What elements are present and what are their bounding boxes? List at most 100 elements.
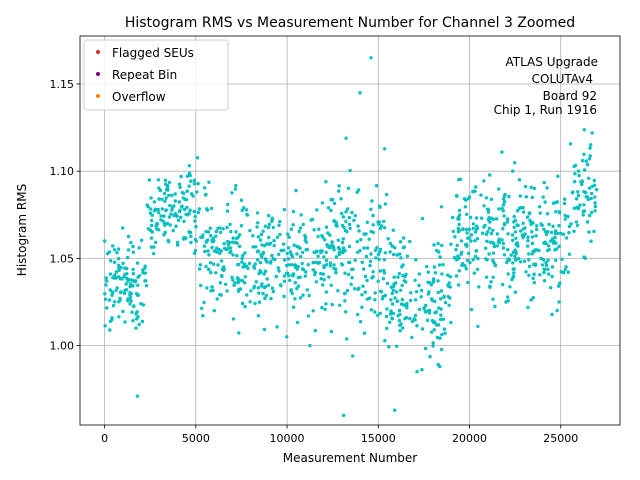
- data-point: [496, 240, 501, 244]
- data-point: [282, 207, 287, 212]
- data-point: [105, 306, 109, 310]
- data-point: [408, 316, 412, 321]
- data-point: [547, 222, 551, 227]
- data-point: [103, 324, 107, 328]
- y-tick-label: 1.15: [50, 78, 75, 91]
- data-point: [576, 206, 580, 211]
- data-point: [415, 324, 419, 328]
- data-point: [193, 237, 197, 242]
- data-point: [484, 246, 488, 250]
- data-point: [377, 220, 381, 224]
- data-point: [124, 282, 128, 286]
- data-point: [593, 195, 597, 199]
- data-point: [279, 283, 283, 288]
- data-point: [459, 239, 464, 243]
- data-point: [532, 280, 536, 285]
- data-point: [193, 214, 197, 219]
- data-point: [391, 311, 396, 316]
- data-point: [402, 279, 406, 283]
- data-point: [115, 251, 119, 255]
- data-point: [506, 299, 510, 303]
- data-point: [202, 244, 207, 248]
- data-point: [474, 216, 479, 220]
- data-point: [277, 223, 281, 227]
- data-point: [543, 200, 547, 204]
- data-point: [179, 215, 183, 219]
- data-point: [209, 289, 213, 293]
- data-point: [150, 213, 154, 217]
- data-point: [126, 279, 130, 283]
- data-point: [425, 264, 429, 269]
- data-point: [513, 254, 517, 258]
- data-point: [230, 191, 234, 195]
- data-point: [492, 260, 496, 264]
- data-point: [590, 131, 594, 135]
- data-point: [473, 230, 478, 234]
- data-point: [242, 264, 247, 269]
- data-point: [553, 248, 557, 252]
- data-point: [466, 280, 470, 285]
- data-point: [365, 278, 369, 283]
- data-point: [107, 250, 112, 254]
- data-point: [285, 335, 289, 339]
- data-point: [440, 272, 444, 276]
- data-point: [254, 280, 258, 284]
- data-point: [378, 205, 382, 209]
- data-point: [233, 281, 237, 285]
- data-point: [137, 274, 141, 278]
- data-point: [362, 246, 366, 250]
- data-point: [527, 258, 531, 262]
- data-point: [279, 248, 283, 253]
- data-point: [524, 195, 528, 199]
- data-point: [128, 285, 132, 289]
- data-point: [530, 252, 534, 256]
- data-point: [506, 232, 510, 236]
- data-point: [417, 283, 421, 288]
- data-point: [237, 277, 241, 282]
- data-point: [479, 216, 484, 220]
- x-tick-label: 10000: [270, 432, 305, 445]
- data-point: [436, 290, 440, 295]
- data-point: [312, 228, 316, 232]
- data-point: [402, 303, 406, 307]
- data-point: [431, 341, 435, 345]
- data-point: [517, 178, 522, 182]
- data-point: [282, 258, 287, 262]
- data-point: [237, 244, 242, 249]
- data-point: [346, 272, 351, 277]
- data-point: [324, 290, 328, 294]
- data-point: [255, 225, 259, 229]
- data-point: [397, 318, 402, 323]
- data-point: [153, 240, 158, 244]
- data-point: [576, 193, 581, 198]
- data-point: [170, 193, 174, 197]
- data-point: [383, 202, 388, 206]
- data-point: [347, 260, 351, 265]
- data-point: [317, 227, 321, 231]
- data-point: [344, 310, 348, 314]
- data-point: [297, 229, 301, 234]
- data-point: [249, 289, 253, 293]
- data-point: [389, 312, 393, 316]
- data-point: [287, 274, 291, 278]
- data-point: [315, 249, 319, 253]
- data-point: [357, 286, 361, 290]
- data-point: [550, 265, 555, 269]
- data-point: [401, 263, 405, 267]
- data-point: [272, 239, 276, 243]
- data-point: [363, 274, 368, 279]
- data-point: [314, 280, 319, 284]
- data-point: [439, 347, 444, 352]
- data-point: [326, 206, 331, 210]
- data-point: [501, 209, 505, 213]
- data-point: [131, 284, 135, 288]
- data-point: [267, 222, 272, 227]
- data-point: [527, 252, 531, 256]
- data-point: [287, 235, 291, 239]
- data-point: [233, 187, 237, 191]
- data-point: [325, 263, 329, 267]
- data-point: [121, 261, 125, 265]
- data-point: [542, 227, 546, 231]
- data-point: [398, 329, 402, 333]
- data-point: [592, 229, 596, 234]
